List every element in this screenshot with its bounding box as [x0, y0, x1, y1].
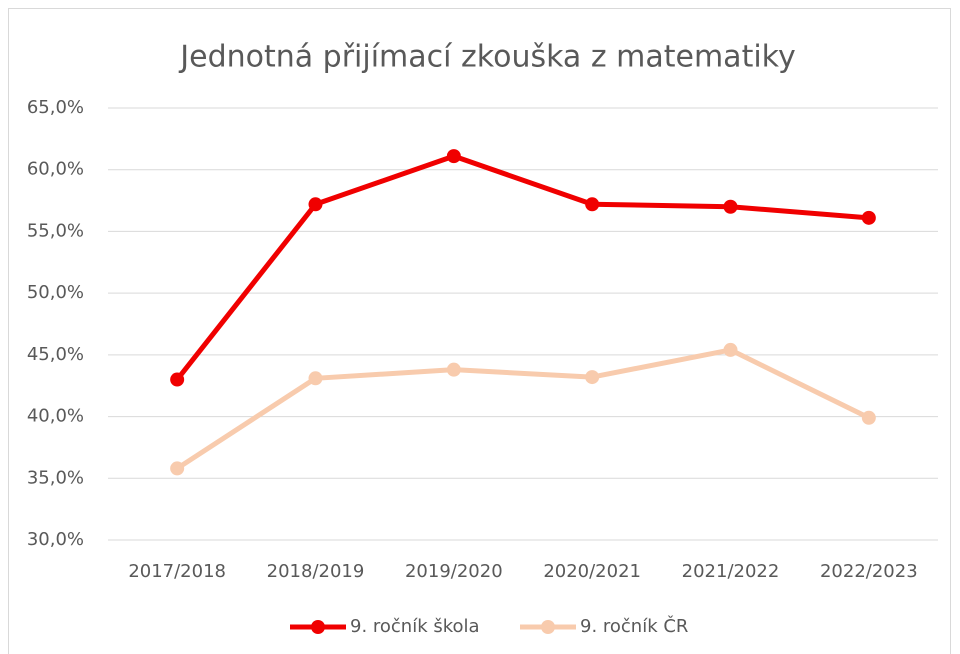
y-tick-label: 35,0% — [27, 467, 84, 488]
y-tick-label: 60,0% — [27, 159, 84, 180]
data-point — [723, 199, 738, 214]
x-tick-label: 2018/2019 — [267, 561, 365, 582]
y-tick-label: 45,0% — [27, 344, 84, 365]
data-point — [446, 149, 461, 164]
data-point — [170, 461, 185, 476]
y-tick-label: 30,0% — [27, 529, 84, 550]
data-point — [861, 410, 876, 425]
chart-border — [8, 8, 951, 654]
y-tick-label: 65,0% — [27, 97, 84, 118]
x-tick-label: 2020/2021 — [543, 561, 641, 582]
y-tick-label: 50,0% — [27, 282, 84, 303]
data-point — [308, 371, 323, 386]
data-point — [308, 197, 323, 212]
data-point — [170, 372, 185, 387]
data-point — [861, 210, 876, 225]
data-point — [446, 362, 461, 377]
y-tick-label: 55,0% — [27, 220, 84, 241]
data-point — [585, 197, 600, 212]
legend-label: 9. ročník ČR — [580, 615, 688, 637]
legend-label: 9. ročník škola — [350, 616, 480, 637]
x-tick-label: 2021/2022 — [682, 561, 780, 582]
x-tick-label: 2022/2023 — [820, 561, 918, 582]
series-line — [174, 347, 872, 471]
series-line — [174, 153, 872, 383]
x-tick-label: 2019/2020 — [405, 561, 503, 582]
data-point — [723, 342, 738, 357]
legend-marker — [311, 620, 325, 634]
legend-marker — [541, 620, 555, 634]
data-point — [585, 370, 600, 385]
chart-title: Jednotná přijímací zkouška z matematiky — [178, 40, 795, 75]
y-tick-label: 40,0% — [27, 406, 84, 427]
x-tick-label: 2017/2018 — [128, 561, 226, 582]
